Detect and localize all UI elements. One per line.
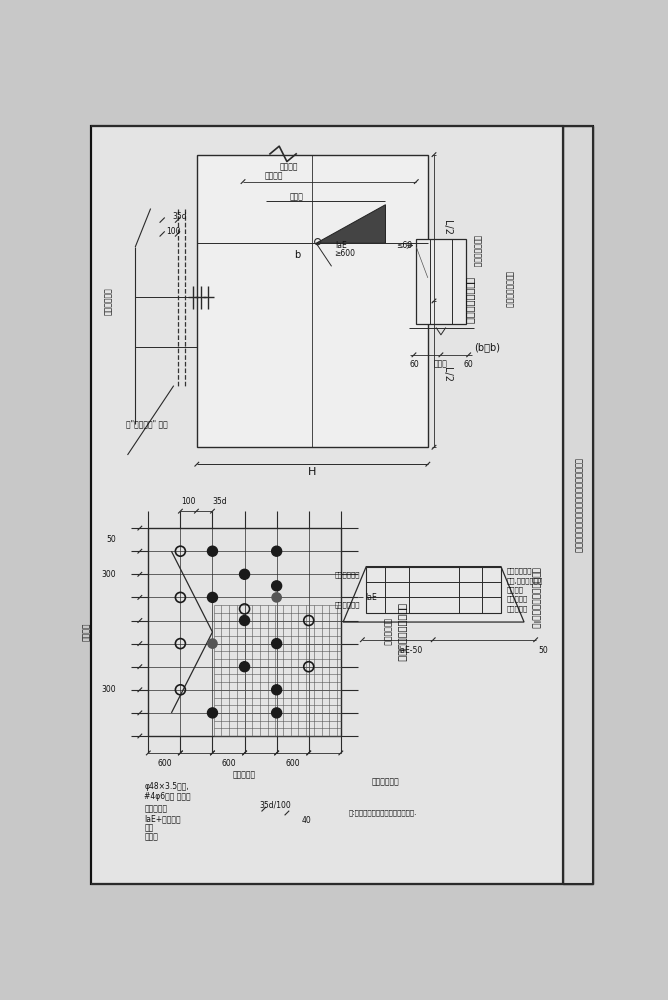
Circle shape <box>272 708 282 718</box>
Text: 100: 100 <box>166 227 180 236</box>
Bar <box>148 528 341 736</box>
Bar <box>197 155 428 447</box>
Text: 预制板框口: 预制板框口 <box>233 770 256 779</box>
Text: 35d: 35d <box>213 497 228 506</box>
Text: 竖向钢筋: 竖向钢筋 <box>507 586 524 593</box>
Circle shape <box>272 639 282 649</box>
Circle shape <box>208 546 218 556</box>
Text: #4φ6钢筋 长条板: #4φ6钢筋 长条板 <box>144 792 191 801</box>
Text: 梁系筋前: 梁系筋前 <box>280 162 299 171</box>
Text: 60: 60 <box>464 360 474 369</box>
Text: ≥600: ≥600 <box>334 249 355 258</box>
Circle shape <box>272 593 281 602</box>
Text: ≤60: ≤60 <box>396 241 412 250</box>
Text: 设计纵配筋: 设计纵配筋 <box>507 596 528 602</box>
Text: 一般预制构件板配筋图: 一般预制构件板配筋图 <box>397 603 407 661</box>
Circle shape <box>240 662 250 672</box>
Text: laE+锚筋长度: laE+锚筋长度 <box>144 814 181 823</box>
Text: L/2: L/2 <box>442 220 452 235</box>
Text: 设计纵配筋: 设计纵配筋 <box>144 805 168 814</box>
Text: laE-50: laE-50 <box>398 646 422 655</box>
Text: 设计水平配筋: 设计水平配筋 <box>104 287 113 315</box>
Text: 60: 60 <box>409 360 419 369</box>
Text: φ48×3.5条板,: φ48×3.5条板, <box>144 782 189 791</box>
Circle shape <box>272 685 282 695</box>
Text: b: b <box>294 250 300 260</box>
Circle shape <box>272 581 282 591</box>
Text: 300: 300 <box>102 685 116 694</box>
Text: 板面水平配筋: 板面水平配筋 <box>335 571 360 578</box>
Text: 梁系筋前: 梁系筋前 <box>265 172 283 181</box>
Text: 普通口墙板配筋图: 普通口墙板配筋图 <box>465 277 475 324</box>
Text: 300: 300 <box>102 570 116 579</box>
Bar <box>416 239 466 324</box>
Text: 墙板角钢加固图（详图I）: 墙板角钢加固图（详图I） <box>531 567 540 628</box>
Text: 40: 40 <box>301 816 311 825</box>
Text: laE: laE <box>335 241 347 250</box>
Text: 架立筋: 架立筋 <box>144 832 158 841</box>
Circle shape <box>208 639 217 648</box>
Text: 600: 600 <box>157 759 172 768</box>
Polygon shape <box>343 567 524 622</box>
Text: laE: laE <box>365 593 377 602</box>
Text: 设计纵配筋: 设计纵配筋 <box>507 606 528 612</box>
Text: 设计水平配筋: 设计水平配筋 <box>335 602 360 608</box>
Text: L/2: L/2 <box>442 367 452 382</box>
Text: 100: 100 <box>181 497 195 506</box>
Bar <box>366 567 501 613</box>
Text: 35d/100: 35d/100 <box>259 801 291 810</box>
Text: 垂直,桁架钢筋配置: 垂直,桁架钢筋配置 <box>507 577 543 584</box>
Text: 按"一般板附" 配筋: 按"一般板附" 配筋 <box>126 420 168 429</box>
Text: 注:水平钢筋未用互连接板查询查询.: 注:水平钢筋未用互连接板查询查询. <box>349 810 417 816</box>
Text: 50: 50 <box>538 646 548 655</box>
Text: 预制端板中线: 预制端板中线 <box>383 618 391 646</box>
Text: 50: 50 <box>106 535 116 544</box>
Text: 窗口宽: 窗口宽 <box>290 192 304 202</box>
Text: 浸边钢筋收头处理: 浸边钢筋收头处理 <box>504 271 513 308</box>
Circle shape <box>208 708 218 718</box>
Circle shape <box>240 569 250 579</box>
Text: 混凝土结构预制构件取代模板体系工艺方案: 混凝土结构预制构件取代模板体系工艺方案 <box>573 458 582 552</box>
Text: 600: 600 <box>221 759 236 768</box>
Circle shape <box>240 615 250 626</box>
Text: 板面水平配筋: 板面水平配筋 <box>507 567 532 574</box>
Polygon shape <box>316 205 385 243</box>
Text: 箍筋: 箍筋 <box>144 823 154 832</box>
Text: 安装完成后加焊: 安装完成后加焊 <box>472 235 482 267</box>
Text: 水平筋: 水平筋 <box>434 360 448 369</box>
Circle shape <box>208 592 218 602</box>
Bar <box>562 126 593 884</box>
Text: 设计水平配筋: 设计水平配筋 <box>371 778 399 787</box>
Text: (b－b): (b－b) <box>474 342 500 352</box>
Text: 600: 600 <box>285 759 300 768</box>
Text: 35d: 35d <box>172 212 187 221</box>
Text: H: H <box>308 467 317 477</box>
Text: 墙板桩柱: 墙板桩柱 <box>82 623 92 641</box>
Circle shape <box>272 546 282 556</box>
